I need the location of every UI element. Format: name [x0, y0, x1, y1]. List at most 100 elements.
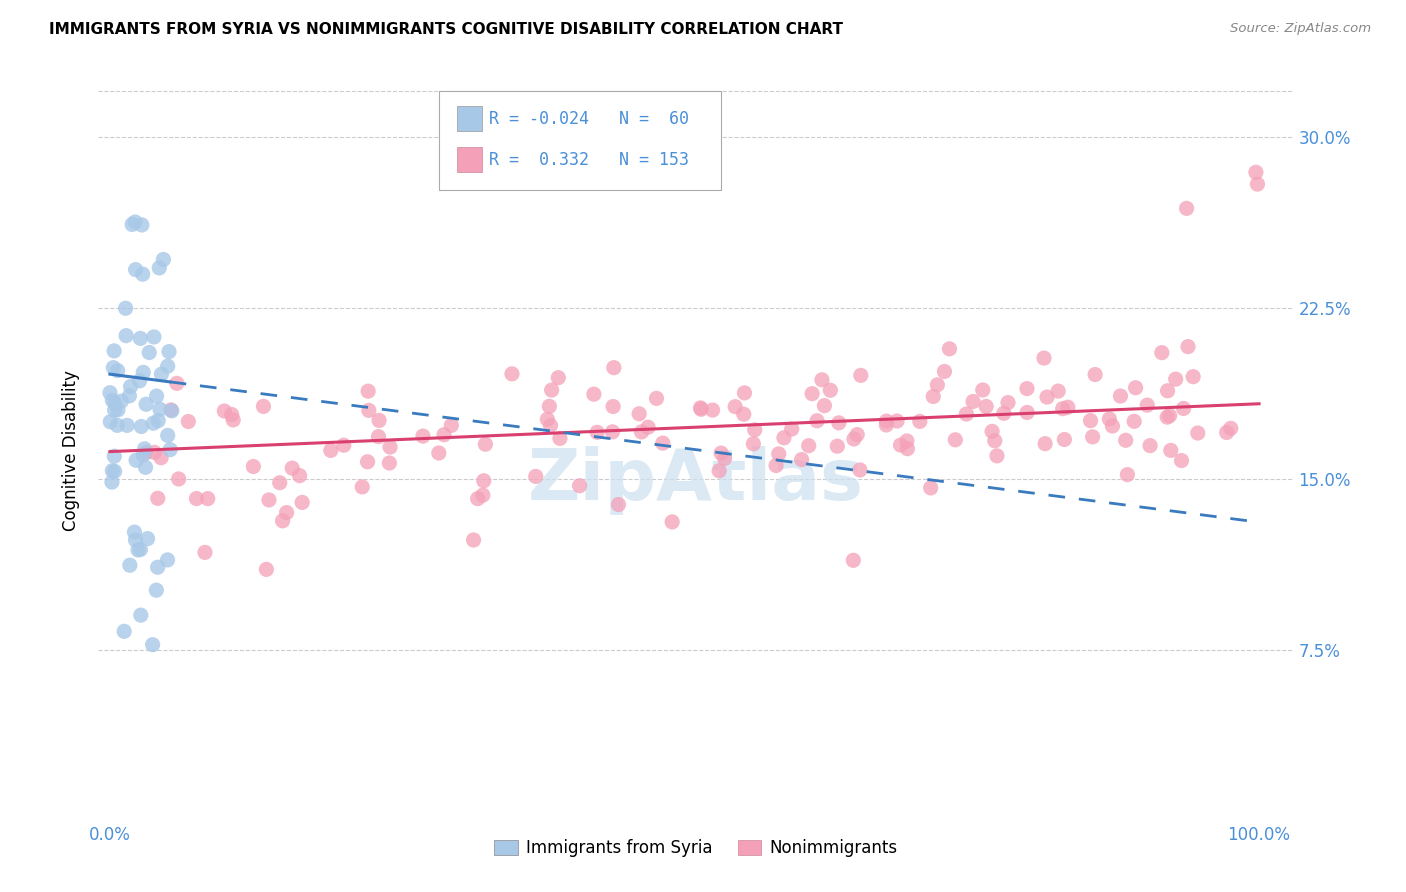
- Point: [934, 364, 956, 378]
- Text: R =  0.332   N = 153: R = 0.332 N = 153: [489, 151, 689, 169]
- Point: [1125, 381, 1147, 395]
- Point: [927, 377, 949, 392]
- Point: [132, 448, 155, 462]
- Point: [875, 417, 897, 432]
- Point: [142, 330, 165, 344]
- Legend: Immigrants from Syria, Nonimmigrants: Immigrants from Syria, Nonimmigrants: [488, 833, 904, 864]
- Point: [602, 425, 624, 439]
- Point: [352, 480, 374, 494]
- Point: [1156, 410, 1178, 425]
- Point: [846, 427, 869, 442]
- Point: [710, 446, 733, 460]
- Point: [820, 384, 842, 398]
- Point: [136, 532, 159, 546]
- Point: [1017, 405, 1039, 419]
- Point: [131, 267, 153, 281]
- Point: [131, 218, 153, 232]
- Point: [524, 469, 547, 483]
- Point: [143, 445, 166, 459]
- Point: [167, 472, 190, 486]
- Point: [1173, 401, 1195, 416]
- Point: [637, 420, 659, 434]
- Point: [269, 475, 291, 490]
- Point: [103, 403, 125, 417]
- Point: [842, 553, 865, 567]
- Point: [724, 400, 747, 414]
- Point: [367, 429, 389, 443]
- Point: [849, 368, 872, 383]
- Point: [129, 608, 152, 623]
- Point: [886, 414, 908, 428]
- Point: [702, 403, 724, 417]
- Point: [128, 374, 150, 388]
- Point: [742, 437, 765, 451]
- Point: [986, 449, 1008, 463]
- Point: [661, 515, 683, 529]
- Point: [943, 433, 966, 447]
- Point: [118, 389, 141, 403]
- Point: [103, 343, 125, 358]
- Point: [378, 440, 401, 454]
- Point: [150, 368, 173, 382]
- Point: [1187, 425, 1209, 440]
- Point: [827, 439, 849, 453]
- Point: [120, 379, 142, 393]
- Point: [135, 460, 157, 475]
- Point: [146, 491, 169, 506]
- Point: [1098, 412, 1121, 426]
- Point: [142, 416, 165, 430]
- Point: [177, 415, 200, 429]
- Point: [319, 443, 342, 458]
- Point: [690, 402, 713, 417]
- Point: [765, 458, 787, 473]
- Point: [124, 262, 146, 277]
- Point: [773, 431, 796, 445]
- Point: [127, 543, 149, 558]
- Point: [124, 525, 146, 540]
- Point: [145, 389, 167, 403]
- Point: [357, 384, 380, 399]
- Point: [114, 301, 136, 316]
- Point: [214, 404, 236, 418]
- Point: [628, 407, 651, 421]
- Point: [194, 545, 217, 559]
- Point: [713, 451, 735, 466]
- Point: [145, 583, 167, 598]
- Point: [101, 464, 124, 478]
- Point: [733, 407, 755, 421]
- Point: [501, 367, 523, 381]
- Point: [160, 402, 183, 417]
- Point: [1215, 425, 1237, 440]
- Point: [110, 394, 132, 409]
- Point: [333, 438, 356, 452]
- Point: [645, 392, 668, 406]
- Point: [101, 393, 124, 408]
- Point: [993, 406, 1015, 420]
- Point: [356, 455, 378, 469]
- Point: [501, 170, 523, 185]
- Point: [132, 365, 155, 379]
- Point: [115, 418, 138, 433]
- Point: [806, 414, 828, 428]
- Point: [112, 624, 135, 639]
- Point: [908, 414, 931, 428]
- Point: [582, 387, 605, 401]
- Point: [149, 402, 172, 417]
- Point: [107, 402, 129, 417]
- Point: [160, 404, 183, 418]
- Point: [536, 412, 558, 426]
- Point: [440, 418, 463, 433]
- Point: [974, 400, 997, 414]
- Point: [105, 418, 128, 433]
- Point: [1015, 382, 1038, 396]
- Point: [118, 558, 141, 573]
- Point: [254, 562, 277, 576]
- Point: [412, 429, 434, 443]
- Point: [875, 414, 897, 428]
- Point: [221, 408, 243, 422]
- Point: [271, 514, 294, 528]
- Point: [1101, 419, 1123, 434]
- Point: [368, 413, 391, 427]
- Text: ZipAtlas: ZipAtlas: [529, 446, 863, 515]
- Point: [896, 442, 918, 456]
